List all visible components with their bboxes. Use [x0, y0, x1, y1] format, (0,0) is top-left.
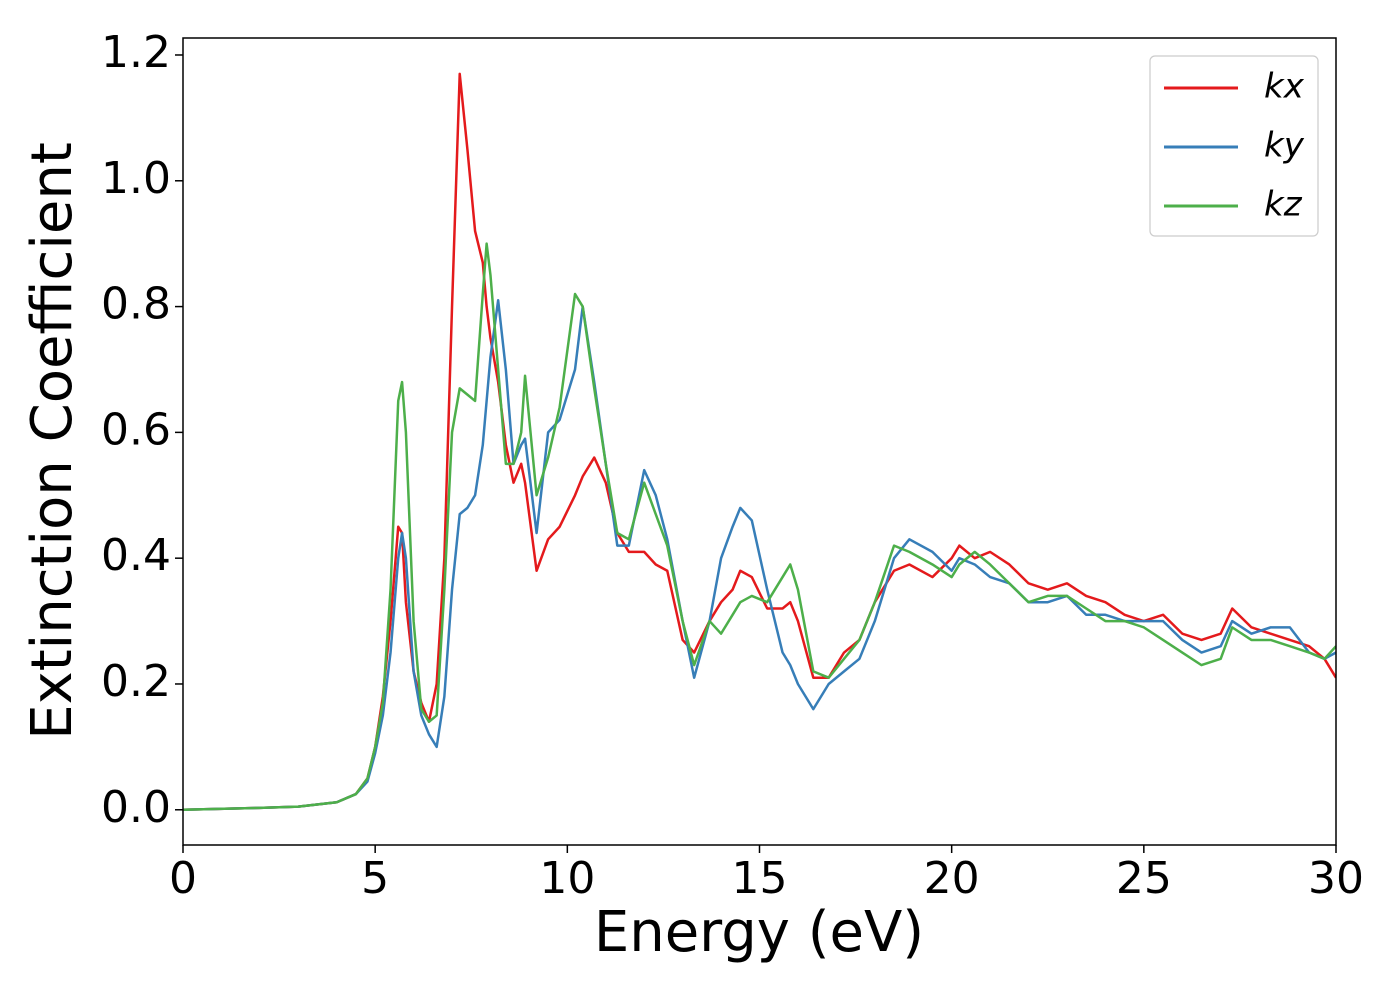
x-tick-label: 10 [539, 853, 595, 904]
y-tick-label: 0.2 [101, 656, 171, 707]
x-tick-label: 30 [1308, 853, 1364, 904]
y-tick-label: 1.0 [101, 153, 171, 204]
x-tick-label: 20 [924, 853, 980, 904]
x-tick-label: 5 [361, 853, 389, 904]
x-tick-label: 15 [732, 853, 788, 904]
legend-label: kx [1264, 67, 1305, 107]
legend-label: ky [1264, 126, 1305, 166]
y-tick-label: 1.2 [101, 27, 171, 78]
y-tick-label: 0.0 [101, 782, 171, 833]
y-tick-label: 0.8 [101, 279, 171, 330]
x-axis-title: Energy (eV) [594, 900, 924, 965]
series-line [183, 299, 1336, 812]
x-tick-label: 25 [1116, 853, 1172, 904]
y-tick-label: 0.4 [101, 530, 171, 581]
plot-frame [182, 37, 1337, 846]
legend-label: kz [1264, 185, 1303, 225]
y-tick-label: 0.6 [101, 404, 171, 455]
y-axis-title: Extinction Coefficient [20, 142, 85, 740]
series-line [183, 242, 1336, 812]
x-tick-label: 0 [169, 853, 197, 904]
